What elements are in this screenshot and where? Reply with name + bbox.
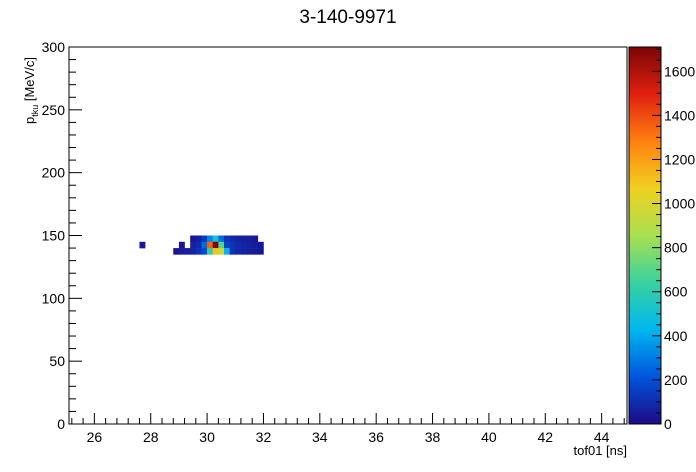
colorbar-tick-label: 1600	[664, 63, 695, 79]
heatmap-bin	[252, 235, 259, 243]
heatmap-bin	[218, 248, 225, 255]
y-tick-label: 200	[42, 165, 66, 181]
colorbar-tick-label: 1000	[664, 196, 695, 212]
heatmap-bin	[218, 235, 225, 243]
heatmap-bin	[235, 248, 242, 255]
heatmap-bin	[212, 241, 219, 249]
colorbar-tick-label: 400	[664, 328, 688, 344]
plot-frame	[68, 46, 628, 425]
heatmap-bin	[190, 235, 197, 243]
heatmap-bin	[178, 241, 185, 249]
heatmap-bin	[235, 235, 242, 243]
heatmap-bin	[240, 241, 247, 249]
heatmap-bin	[201, 248, 208, 255]
heatmap-bin	[224, 241, 230, 249]
heatmap-bin	[229, 241, 236, 249]
heatmap-bin	[235, 241, 242, 249]
heatmap-bin	[184, 248, 191, 255]
heatmap-bin	[224, 235, 230, 243]
heatmap-bin	[240, 235, 247, 243]
y-tick-label: 300	[42, 39, 66, 55]
heatmap-bin	[212, 235, 219, 243]
x-axis: 26 28 30 32 34 36 38 40 42 44	[71, 413, 625, 445]
heatmap-bin	[240, 248, 247, 255]
colorbar-tick-label: 1400	[664, 107, 695, 123]
heatmap-bin	[173, 248, 180, 255]
y-axis-title-subscript: tku	[30, 105, 40, 117]
heatmap-bin	[195, 241, 202, 249]
colorbar-tick-label: 0	[664, 416, 672, 432]
heatmap-bin	[246, 235, 253, 243]
colorbar-tick-label: 600	[664, 284, 688, 300]
heatmap-bin	[190, 248, 197, 255]
heatmap-bin	[201, 241, 208, 249]
heatmap-bin	[229, 235, 236, 243]
y-axis: 0 50 100 150 200 250 300	[42, 39, 82, 432]
heatmap-bin	[195, 248, 202, 255]
y-tick-label: 250	[42, 102, 66, 118]
colorbar-tick-label: 800	[664, 240, 688, 256]
heatmap-bin	[218, 241, 225, 249]
heatmap-bin	[212, 248, 219, 255]
chart-title: 3-140-9971	[299, 7, 396, 28]
x-tick-label: 40	[481, 429, 497, 445]
x-tick-label: 44	[594, 429, 610, 445]
heatmap-bin	[207, 241, 214, 249]
x-tick-label: 42	[537, 429, 553, 445]
x-tick-label: 34	[312, 429, 328, 445]
y-tick-label: 150	[42, 228, 66, 244]
x-tick-label: 30	[199, 429, 215, 445]
x-tick-label: 32	[256, 429, 272, 445]
heatmap-bin	[257, 241, 264, 249]
colorbar	[628, 46, 662, 425]
heatmap-bin	[207, 235, 214, 243]
heatmap-bin	[201, 235, 208, 243]
heatmap-bin	[257, 248, 264, 255]
heatmap-bin	[252, 248, 259, 255]
x-tick-label: 28	[143, 429, 159, 445]
y-axis-title-main: p	[22, 117, 37, 124]
x-axis-title: tof01 [ns]	[574, 443, 627, 458]
x-tick-label: 26	[87, 429, 103, 445]
heatmap-bin	[246, 248, 253, 255]
heatmap-bin	[229, 248, 236, 255]
heatmap-bin	[224, 248, 230, 255]
heatmap-bin	[139, 241, 146, 249]
y-axis-title-unit: [MeV/c]	[22, 57, 37, 105]
heatmap-bin	[252, 241, 259, 249]
heatmap-bin	[178, 248, 185, 255]
colorbar-axis: 0 200 400 600 800 1000 1200 1400 1600	[652, 48, 695, 432]
heatmap-bins	[139, 235, 264, 255]
x-tick-label: 38	[425, 429, 441, 445]
heatmap-bin	[207, 248, 214, 255]
heatmap-bin	[246, 241, 253, 249]
x-tick-label: 36	[368, 429, 384, 445]
colorbar-tick-label: 1200	[664, 151, 695, 167]
y-axis-title: ptku [MeV/c]	[22, 57, 40, 124]
y-tick-label: 100	[42, 290, 66, 306]
heatmap-bin	[190, 241, 197, 249]
y-tick-label: 0	[57, 416, 65, 432]
colorbar-tick-label: 200	[664, 372, 688, 388]
y-tick-label: 50	[49, 353, 65, 369]
heatmap-bin	[195, 235, 202, 243]
